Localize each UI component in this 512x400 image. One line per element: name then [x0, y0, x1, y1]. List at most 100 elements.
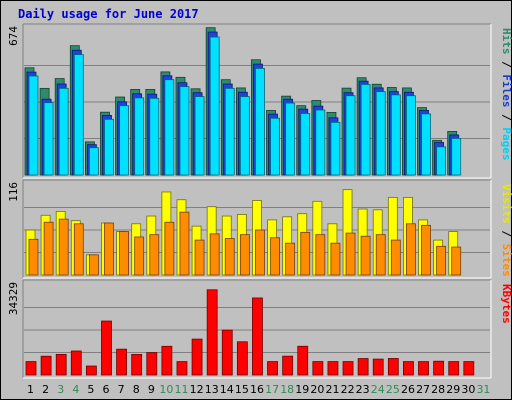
bar-sites	[300, 231, 311, 276]
bar-pages	[28, 75, 39, 176]
legend-entry: Files	[500, 74, 512, 107]
bar-pages	[73, 54, 84, 176]
bar-kbytes	[282, 355, 294, 376]
day-tick-label: 8	[133, 383, 140, 396]
bar-sites	[375, 234, 386, 276]
bar-pages	[194, 96, 205, 176]
bar-pages	[134, 97, 145, 176]
legend-entry: Visits	[500, 184, 512, 224]
day-tick-label: 18	[280, 383, 294, 396]
day-tick-label: 29	[446, 383, 460, 396]
bar-sites	[330, 242, 341, 276]
day-tick-label: 11	[175, 383, 189, 396]
day-tick-label: 10	[159, 383, 173, 396]
bar-pages	[345, 95, 356, 176]
bar-sites	[104, 222, 114, 276]
day-tick-label: 31	[476, 383, 490, 396]
panel-bot-legend: KBytes	[500, 284, 512, 324]
bar-sites	[209, 233, 220, 276]
bar-kbytes	[161, 345, 173, 376]
bar-sites	[88, 254, 99, 276]
bar-pages	[239, 96, 250, 176]
bar-sites	[58, 218, 69, 276]
bar-kbytes	[85, 365, 97, 376]
bar-sites	[315, 234, 326, 276]
bar-kbytes	[116, 348, 127, 376]
bar-pages	[164, 79, 175, 176]
bar-pages	[270, 117, 280, 176]
legend-entry: /	[500, 224, 512, 244]
bar-pages	[421, 113, 431, 176]
bar-sites	[436, 245, 447, 276]
day-tick-label: 14	[220, 383, 234, 396]
bar-pages	[104, 118, 114, 176]
bar-kbytes	[131, 354, 143, 376]
bar-pages	[375, 91, 386, 176]
bar-sites	[194, 239, 205, 276]
day-tick-label: 1	[27, 383, 34, 396]
bar-pages	[58, 87, 69, 176]
bar-pages	[255, 68, 265, 176]
bar-kbytes	[433, 360, 445, 376]
bar-sites	[390, 239, 401, 276]
bar-sites	[270, 237, 280, 276]
day-tick-label: 5	[87, 383, 94, 396]
day-tick-label: 28	[431, 383, 445, 396]
day-tick-label: 13	[205, 383, 219, 396]
bar-sites	[345, 232, 356, 276]
bar-kbytes	[342, 361, 354, 376]
bar-pages	[360, 84, 371, 176]
bar-kbytes	[448, 361, 460, 376]
bar-kbytes	[25, 361, 37, 376]
day-tick-label: 20	[310, 383, 324, 396]
bar-sites	[360, 235, 371, 276]
bar-kbytes	[101, 320, 112, 376]
bar-sites	[285, 242, 296, 276]
bar-kbytes	[70, 350, 82, 376]
day-tick-label: 6	[103, 383, 110, 396]
day-tick-label: 16	[250, 383, 264, 396]
legend-entry: Pages	[500, 127, 512, 160]
bar-kbytes	[221, 329, 233, 376]
day-tick-label: 7	[118, 383, 125, 396]
day-tick-label: 15	[235, 383, 249, 396]
bar-sites	[119, 231, 129, 276]
bar-pages	[149, 97, 160, 176]
bar-pages	[406, 95, 416, 176]
legend-entry: /	[500, 108, 512, 128]
day-tick-label: 12	[190, 383, 204, 396]
day-tick-label: 26	[401, 383, 415, 396]
bar-pages	[285, 102, 296, 176]
bar-sites	[149, 234, 160, 276]
day-tick-label: 4	[72, 383, 79, 396]
bar-kbytes	[206, 289, 218, 376]
bar-kbytes	[297, 345, 309, 376]
bar-kbytes	[40, 355, 52, 376]
bar-kbytes	[176, 361, 188, 376]
bar-pages	[451, 137, 462, 176]
bar-kbytes	[312, 361, 324, 376]
bar-sites	[134, 236, 145, 276]
panel-bot-max-label: 34329	[7, 282, 20, 315]
legend-entry: Hits	[500, 28, 512, 55]
chart-title: Daily usage for June 2017	[18, 7, 199, 21]
bar-pages	[300, 113, 311, 176]
legend-entry: KBytes	[500, 284, 512, 324]
panel-mid-legend: Visits / Sites	[500, 184, 512, 277]
panel-top-legend: Hits / Files / Pages	[500, 28, 512, 161]
panel-mid-max-label: 116	[7, 182, 20, 202]
bar-kbytes	[267, 361, 278, 376]
bar-sites	[28, 238, 39, 276]
bar-kbytes	[357, 358, 369, 376]
legend-entry: /	[500, 55, 512, 75]
bar-sites	[179, 211, 190, 276]
day-tick-label: 17	[265, 383, 279, 396]
bar-sites	[73, 223, 84, 276]
bar-pages	[43, 102, 54, 176]
bar-pages	[179, 86, 190, 176]
bar-kbytes	[191, 338, 203, 376]
bar-kbytes	[463, 361, 475, 376]
day-tick-label: 24	[371, 383, 385, 396]
bar-sites	[451, 246, 462, 276]
